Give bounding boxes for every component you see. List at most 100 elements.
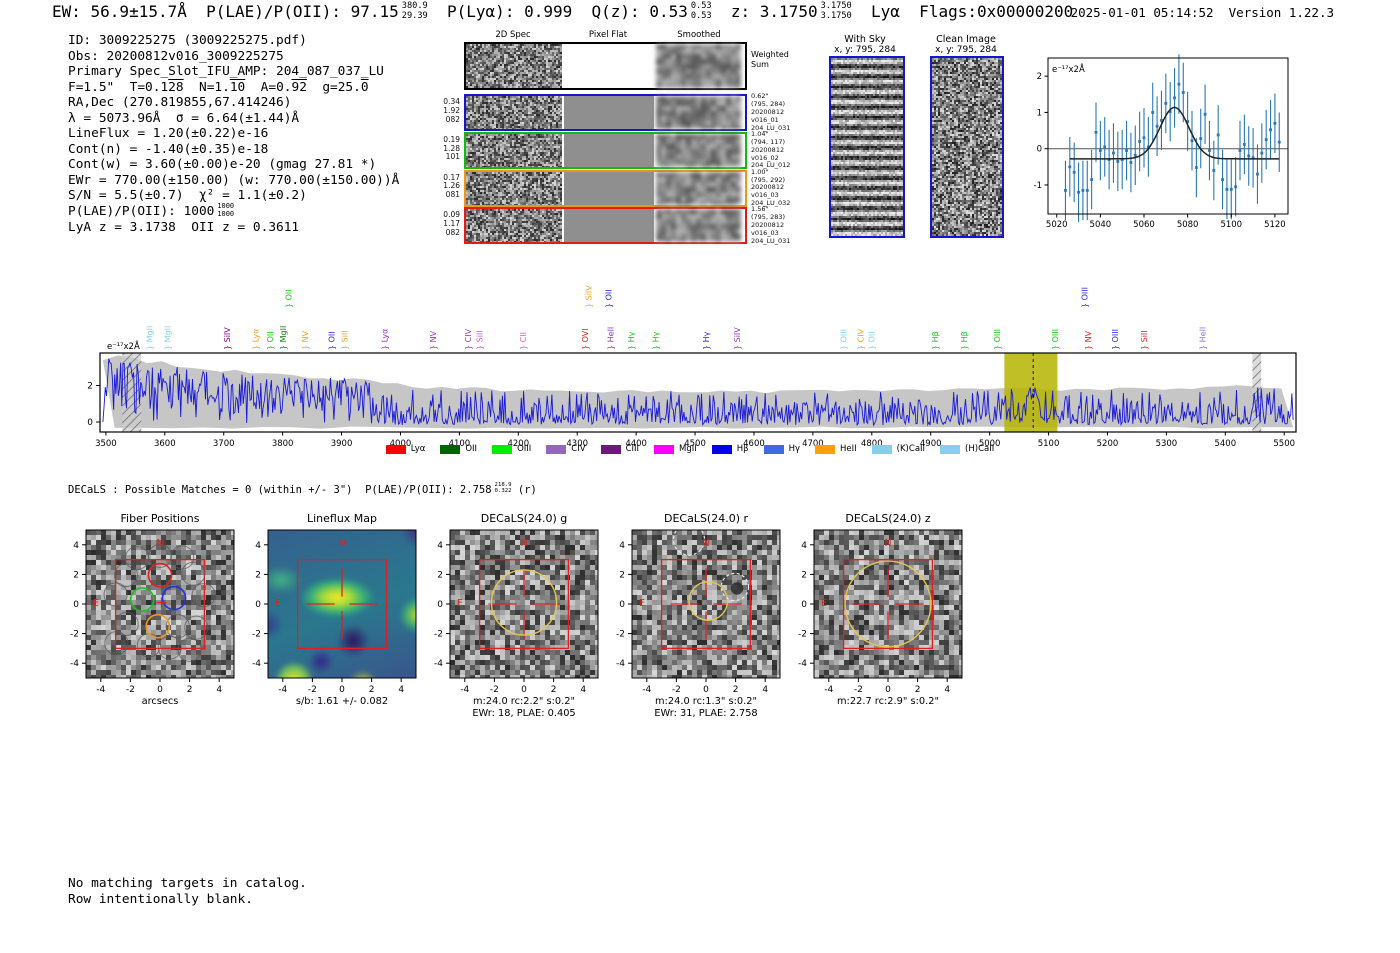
legend-label: OIII	[517, 444, 532, 454]
spec2d-row-left-label: 0.09 1.17 082	[443, 210, 460, 237]
smoothed-image	[656, 44, 741, 88]
cutout-image	[814, 530, 962, 678]
legend-label: Lyα	[410, 444, 426, 454]
svg-text:5080: 5080	[1177, 220, 1199, 230]
spec2d-row	[464, 207, 747, 245]
svg-text:4200: 4200	[507, 439, 529, 449]
legend-swatch	[385, 444, 406, 454]
svg-text:0: 0	[521, 685, 527, 695]
stacked-fraction: 218.9 0.322	[494, 482, 512, 494]
svg-text:-2: -2	[308, 685, 317, 695]
pixel-flat-image	[564, 133, 654, 167]
footer-notes: No matching targets in catalog. Row inten…	[68, 876, 307, 907]
emission-line-label: } MgII	[145, 326, 154, 350]
legend-label: Hγ	[788, 444, 801, 454]
svg-text:2: 2	[801, 570, 807, 580]
svg-text:0: 0	[339, 685, 345, 695]
emission-line-label: } OII	[285, 289, 294, 308]
svg-text:-4: -4	[96, 685, 105, 695]
svg-text:-4: -4	[434, 659, 443, 669]
with-sky-title: With Sky x, y: 795, 284	[834, 34, 896, 55]
spec2d-col-header: Pixel Flat	[588, 30, 628, 40]
cutout-panel: DECaLS(24.0) r N E 4 2 0 -2 -4 -4 -2 0 2 4 m:24.0 rc:…	[598, 510, 814, 730]
fiber-circle	[145, 613, 171, 639]
spec2d-row	[464, 42, 747, 90]
line-fit-chart: -1 0 1 2 5020 5040 5060 5080 5100 5120 e⁻¹⁷x2Å	[1030, 46, 1320, 246]
info-line: F=1.5" T=0.128 N=1.10 A=0.92 g=25.0	[68, 79, 369, 95]
svg-text:-2: -2	[126, 685, 135, 695]
east-label: E	[93, 598, 99, 609]
emission-line-label: } SiII	[1140, 330, 1149, 350]
emission-line-label: } CIV	[464, 328, 473, 350]
legend-swatch	[763, 444, 784, 454]
emission-line-label: } Hβ	[931, 331, 940, 350]
svg-text:4800: 4800	[861, 439, 883, 449]
svg-text:-4: -4	[616, 659, 625, 669]
svg-text:4: 4	[216, 685, 222, 695]
svg-text:5040: 5040	[1090, 220, 1112, 230]
spec2d-row	[464, 94, 747, 131]
clean-image-image	[930, 56, 1004, 238]
spec2d-row	[464, 169, 747, 207]
cutout-title: DECaLS(24.0) r	[663, 512, 749, 525]
cutout-caption: m:24.0 rc:2.2" s:0.2"	[473, 696, 575, 707]
aperture-circle	[490, 569, 558, 636]
info-line: Primary Spec_Slot_IFU_AMP: 204_087_037_L…	[68, 64, 384, 80]
extraction-box	[660, 558, 752, 650]
weighted-sum-label: Weighted Sum	[751, 50, 789, 69]
legend-item: (H)CaII	[940, 444, 994, 454]
cutout-caption: arcsecs	[141, 696, 179, 707]
info-line: λ = 5073.96Å σ = 6.64(±1.44)Å	[68, 110, 300, 126]
emission-line-label: } MgII	[164, 326, 173, 350]
fiber-circle	[161, 585, 187, 611]
svg-text:-2: -2	[490, 685, 499, 695]
header-segment: Q(z): 0.53	[591, 2, 688, 21]
svg-text:3700: 3700	[213, 439, 235, 449]
svg-text:4600: 4600	[743, 439, 765, 449]
cutout-panel: DECaLS(24.0) g N E 4 2 0 -2 -4 -4 -2 0 2 4 m:24.0 rc:…	[416, 510, 632, 730]
svg-text:3500: 3500	[95, 439, 117, 449]
extraction-box	[296, 558, 388, 650]
svg-text:5300: 5300	[1156, 439, 1178, 449]
info-line: LyA z = 3.1738 OII z = 0.3611	[68, 219, 300, 235]
svg-text:4300: 4300	[566, 439, 588, 449]
cutout-panel: Lineflux Map N E 4 2 0 -2 -4 -4 -2 0 2 4 s/b: 1.61 +/…	[234, 510, 450, 730]
svg-text:5020: 5020	[1046, 220, 1068, 230]
info-line: RA,Dec (270.819855,67.414246)	[68, 95, 292, 111]
emission-line-label: } OII	[266, 331, 275, 350]
cutout-panel: Fiber Positions N E 4 2 0 -2 -4 -4 -2 0 2 4 arcsecs	[52, 510, 268, 730]
legend-item: HeII	[815, 444, 857, 454]
emission-line-label: } SiIV	[223, 327, 232, 350]
emission-line-label: } OII	[328, 331, 337, 350]
svg-text:-2: -2	[798, 630, 807, 640]
emission-line-label: } NV	[429, 330, 438, 350]
emission-line-label: } Hγ	[702, 331, 711, 350]
legend-item: CIV	[546, 444, 586, 454]
svg-text:2: 2	[87, 382, 93, 392]
cutout-overlay: N E 4 2 0 -2 -4 -4 -2 0 2 4	[616, 529, 781, 695]
aperture-circle	[844, 560, 932, 648]
spec2d-row-right-label: 1.04" (794, 117) 20200812 v016_02 204_LU_012	[751, 129, 791, 170]
smoothed-image	[656, 133, 741, 167]
emission-line-label: } CII	[519, 332, 528, 350]
info-line: ID: 3009225275 (3009225275.pdf)	[68, 33, 307, 48]
spec2d-image	[466, 171, 562, 205]
svg-text:-4: -4	[824, 685, 833, 695]
catalog-object-circle	[720, 572, 750, 602]
emission-line-label: } OVI	[581, 328, 590, 350]
emission-line-label: } Hβ	[960, 331, 969, 350]
footer-line: No matching targets in catalog.	[68, 876, 307, 891]
legend-label: (H)CaII	[965, 444, 995, 454]
info-line: Cont(n) = -1.40(±0.35)e-18	[68, 141, 269, 157]
info-line: Cont(w) = 3.60(±0.00)e-20 (gmag 27.81 *)	[68, 157, 377, 173]
svg-text:e⁻¹⁷x2Å: e⁻¹⁷x2Å	[1052, 63, 1085, 75]
legend-label: Hβ	[736, 444, 749, 454]
pixel-flat-image	[564, 96, 654, 129]
svg-text:4: 4	[73, 541, 79, 551]
legend-label: HeII	[840, 444, 857, 454]
svg-text:4: 4	[580, 685, 586, 695]
pixel-flat-image	[564, 44, 654, 88]
legend-label: CIII	[625, 444, 640, 454]
svg-text:4: 4	[619, 541, 625, 551]
